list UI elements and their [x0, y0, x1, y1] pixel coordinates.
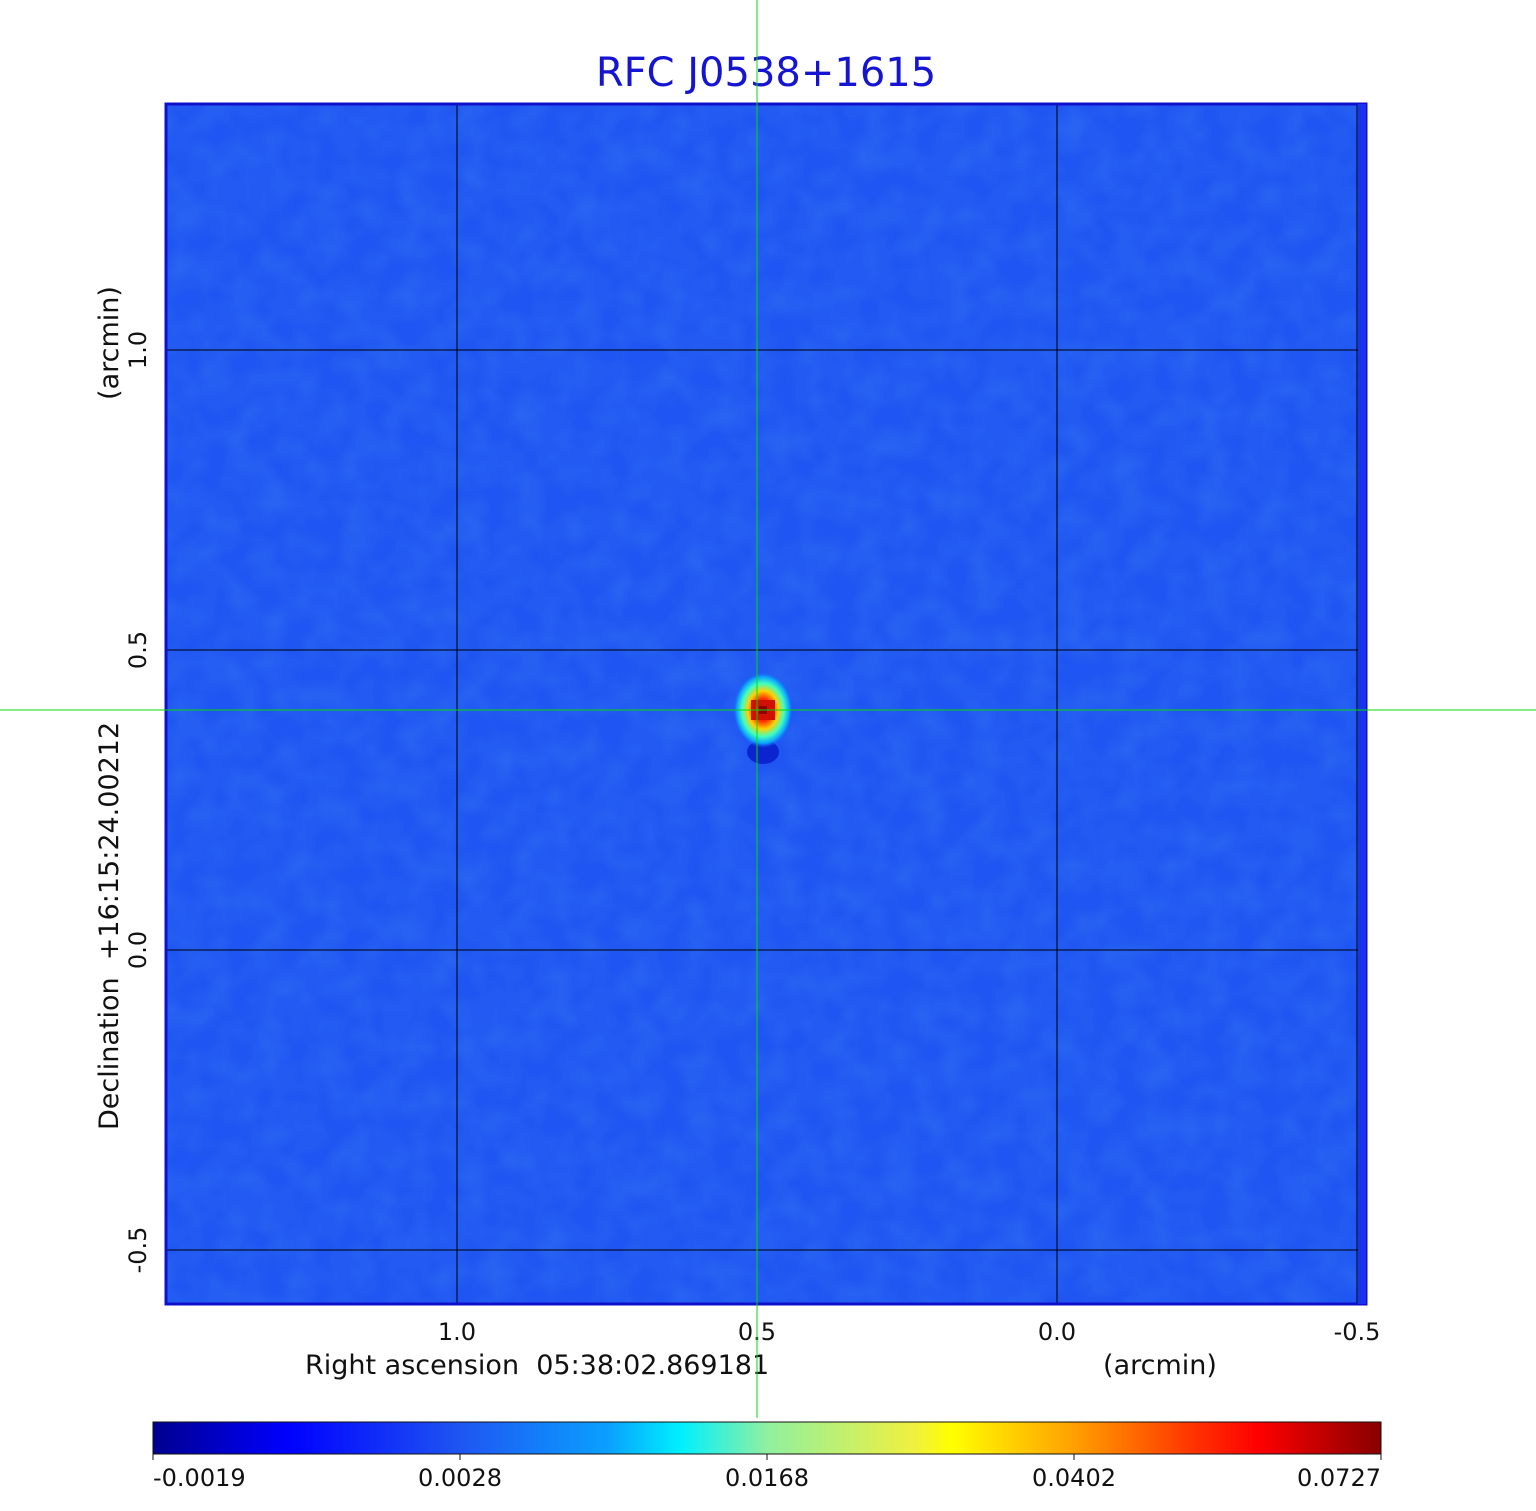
colorbar-tick-label: 0.0028 — [418, 1464, 502, 1492]
image-right-edge — [1358, 104, 1366, 1304]
x-tick-label: 0.0 — [1038, 1318, 1076, 1346]
x-tick-labels: 1.0 0.5 0.0 -0.5 — [438, 1318, 1381, 1346]
x-axis-unit: (arcmin) — [1103, 1350, 1217, 1381]
chart-title: RFC J0538+1615 — [596, 50, 936, 96]
y-tick-label: 0.5 — [124, 631, 152, 669]
crosshair — [0, 0, 1536, 1418]
x-tick-label: 1.0 — [438, 1318, 476, 1346]
colorbar-tick-label: 0.0168 — [725, 1464, 809, 1492]
colorbar-tick-label: 0.0727 — [1297, 1464, 1381, 1492]
y-tick-label: 1.0 — [124, 331, 152, 369]
colorbar-tick-label: -0.0019 — [153, 1464, 246, 1492]
y-tick-label: 0.0 — [124, 931, 152, 969]
colorbar — [152, 1421, 1382, 1455]
y-tick-labels: 1.0 0.5 0.0 -0.5 — [124, 331, 152, 1274]
x-axis-label: Right ascension 05:38:02.869181 — [305, 1350, 769, 1381]
y-tick-label: -0.5 — [124, 1227, 152, 1274]
y-axis-unit: (arcmin) — [94, 286, 125, 400]
x-tick-label: -0.5 — [1334, 1318, 1381, 1346]
grid-lines — [166, 104, 1366, 1304]
colorbar-tick-label: 0.0402 — [1032, 1464, 1116, 1492]
colorbar-ticks: -0.0019 0.0028 0.0168 0.0402 0.0727 — [152, 1454, 1382, 1492]
y-axis-label: Declination +16:15:24.00212 — [94, 722, 125, 1130]
